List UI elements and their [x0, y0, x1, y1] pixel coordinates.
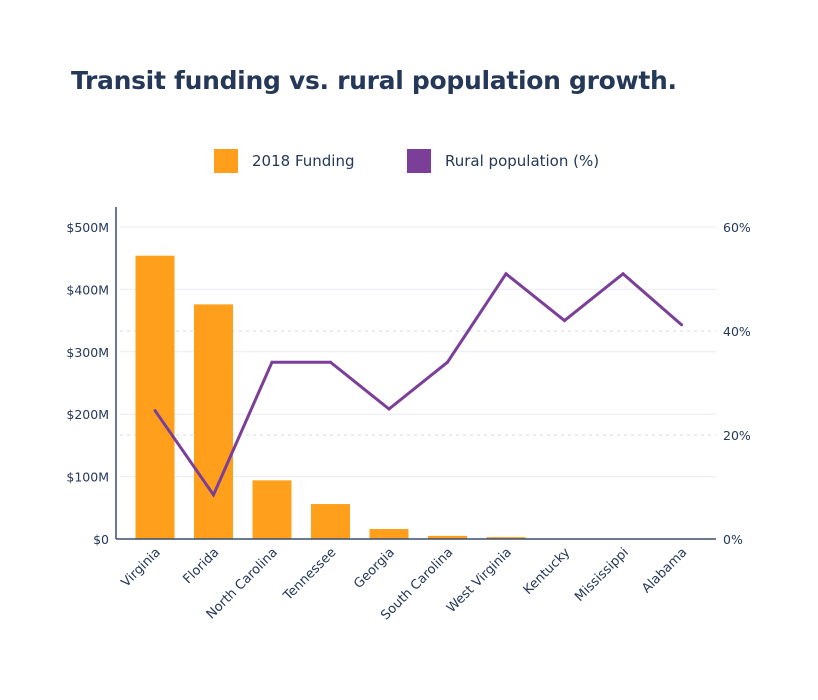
x-tick-label: Alabama	[639, 545, 690, 596]
line-point	[387, 407, 391, 411]
x-tick-label: Kentucky	[521, 545, 574, 598]
left-tick-label: $100M	[66, 470, 109, 485]
legend-item-funding: 2018 Funding	[214, 148, 354, 174]
legend-item-rural: Rural population (%)	[407, 148, 599, 174]
right-axis-labels: 0% 20% 40% 60%	[723, 220, 751, 547]
left-tick-label: $300M	[66, 345, 109, 360]
right-tick-label: 0%	[723, 532, 743, 547]
legend-label-rural: Rural population (%)	[445, 152, 600, 170]
left-tick-label: $0	[93, 532, 109, 547]
bar	[135, 255, 175, 540]
line-point	[329, 360, 332, 364]
line-point	[504, 272, 508, 276]
right-tick-label: 60%	[723, 220, 751, 235]
x-tick-label: Tennessee	[280, 545, 339, 604]
bar	[311, 504, 350, 539]
line-point	[153, 409, 157, 413]
left-tick-label: $400M	[66, 282, 109, 297]
bar	[428, 535, 467, 539]
rural-population-line	[153, 271, 683, 498]
x-tick-label: Virginia	[119, 545, 164, 590]
bar	[252, 480, 292, 539]
legend-label-funding: 2018 Funding	[252, 152, 355, 170]
axes	[115, 207, 716, 540]
legend-swatch-funding	[214, 149, 238, 173]
right-tick-label: 20%	[723, 428, 751, 443]
left-tick-label: $200M	[66, 407, 109, 422]
chart-title: Transit funding vs. rural population gro…	[71, 66, 677, 95]
right-tick-label: 40%	[723, 324, 751, 339]
bar	[486, 537, 526, 539]
line-point	[680, 323, 683, 327]
bar	[369, 529, 409, 539]
line-point	[446, 360, 449, 364]
legend-swatch-rural	[407, 149, 431, 173]
left-tick-label: $500M	[66, 220, 109, 235]
line-point	[212, 493, 215, 497]
bar-series	[135, 255, 526, 540]
line-point	[270, 360, 274, 364]
bar	[194, 304, 233, 539]
x-tick-label: Florida	[180, 545, 222, 587]
left-axis-labels: $0 $100M $200M $300M $400M $500M	[66, 220, 109, 547]
line-point	[621, 272, 625, 276]
x-tick-label: Georgia	[351, 545, 398, 592]
line-series	[153, 271, 683, 498]
line-point	[563, 319, 566, 323]
x-tick-label: Mississippi	[572, 545, 632, 605]
